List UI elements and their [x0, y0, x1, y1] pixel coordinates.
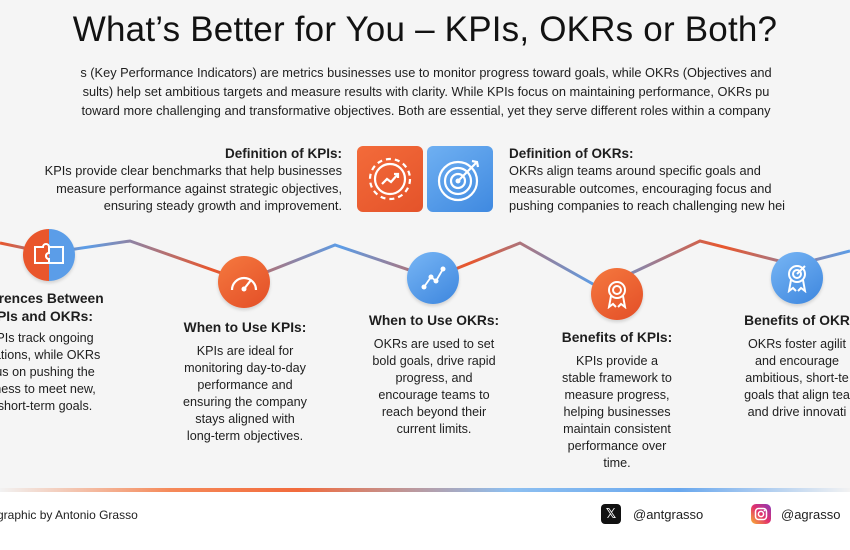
definition-kpis: Definition of KPIs: KPIs provide clear b… — [45, 146, 342, 215]
target-arrow-icon — [427, 146, 493, 212]
card-benefits-okrs: Benefits of OKR OKRs foster agilit and e… — [712, 312, 850, 421]
card-when-okrs-heading: When to Use OKRs: — [368, 313, 500, 328]
card-line: stable framework to — [562, 371, 672, 385]
card-line: goals that align tea — [744, 388, 850, 402]
gear-chart-icon — [357, 146, 423, 212]
card-line: long-term objectives. — [186, 429, 304, 443]
card-line: KPIs are ideal for — [196, 344, 294, 358]
card-line: us on pushing the — [0, 365, 95, 379]
page-title: What’s Better for You – KPIs, OKRs or Bo… — [72, 10, 778, 49]
instagram-handle: @agrasso — [781, 506, 841, 522]
definition-okrs-line: pushing companies to reach challenging n… — [509, 198, 786, 213]
instagram-handle-link[interactable]: @agrasso — [751, 504, 840, 524]
card-line: OKRs are used to set — [373, 337, 495, 351]
card-line: ambitious, short-te — [745, 371, 849, 385]
x-handle: @antgrasso — [633, 506, 704, 522]
gauge-icon — [218, 256, 270, 308]
network-path-icon — [407, 252, 459, 304]
footer: graphic by Antonio Grasso 𝕏 @antgrasso @… — [0, 488, 850, 550]
card-when-kpis-heading: When to Use KPIs: — [183, 320, 307, 335]
target-medal-icon — [771, 252, 823, 304]
card-line: encourage teams to — [378, 388, 490, 402]
definition-kpis-line: measure performance against strategic ob… — [56, 180, 342, 196]
definition-kpis-line: ensuring steady growth and improvement. — [103, 198, 342, 213]
card-line: rations, while OKRs — [0, 348, 101, 362]
card-line: stays aligned with — [195, 412, 295, 426]
intro-line: s (Key Performance Indicators) are metri… — [80, 65, 772, 80]
card-line: measure progress, — [564, 388, 670, 402]
x-logo-icon: 𝕏 — [601, 504, 621, 524]
card-line: bold goals, drive rapid — [372, 354, 496, 368]
card-line: performance over — [567, 439, 667, 453]
card-line: OKRs foster agilit — [748, 337, 846, 351]
definition-okrs-line: measurable outcomes, encouraging focus a… — [509, 180, 772, 196]
card-line: and encourage — [754, 354, 840, 368]
award-badge-icon — [591, 268, 643, 320]
card-line: time. — [603, 456, 631, 470]
definition-okrs: Definition of OKRs: OKRs align teams aro… — [509, 146, 785, 215]
card-line: progress, and — [395, 371, 473, 385]
card-benefits-kpis-heading: Benefits of KPIs: — [561, 330, 673, 345]
card-when-kpis: When to Use KPIs: KPIs are ideal for mon… — [145, 319, 345, 445]
intro-line: toward more challenging and transformati… — [81, 103, 771, 118]
footer-gradient-bar — [0, 488, 850, 492]
intro-line: sults) help set ambitious targets and me… — [82, 84, 770, 99]
card-differences-heading: PIs and OKRs: — [0, 309, 93, 324]
card-benefits-kpis: Benefits of KPIs: KPIs provide a stable … — [517, 329, 717, 472]
card-benefits-okrs-heading: Benefits of OKR — [744, 313, 850, 328]
card-line: ensuring the company — [183, 395, 307, 409]
card-line: helping businesses — [563, 405, 671, 419]
card-line: ness to meet new, — [0, 382, 96, 396]
card-line: and drive innovati — [747, 405, 847, 419]
footer-credit: graphic by Antonio Grasso — [0, 508, 138, 522]
card-line: short-term goals. — [0, 399, 93, 413]
definition-kpis-line: KPIs provide clear benchmarks that help … — [44, 163, 342, 178]
instagram-logo-icon — [751, 504, 771, 524]
x-handle-link[interactable]: 𝕏 @antgrasso — [601, 504, 703, 524]
card-when-okrs: When to Use OKRs: OKRs are used to set b… — [334, 312, 534, 438]
card-line: current limits. — [396, 422, 472, 436]
card-line: KPIs provide a — [576, 354, 658, 368]
card-line: PIs track ongoing — [0, 331, 94, 345]
card-line: reach beyond their — [381, 405, 487, 419]
definition-kpis-heading: Definition of KPIs: — [225, 146, 342, 161]
card-differences: ferences Between PIs and OKRs: PIs track… — [0, 290, 145, 415]
card-differences-heading: ferences Between — [0, 291, 104, 306]
card-line: performance and — [197, 378, 293, 392]
definition-okrs-line: OKRs align teams around specific goals a… — [509, 163, 761, 178]
intro-paragraph: s (Key Performance Indicators) are metri… — [0, 63, 850, 120]
card-line: maintain consistent — [563, 422, 671, 436]
puzzle-icon — [23, 229, 75, 281]
card-line: monitoring day-to-day — [184, 361, 306, 375]
definition-okrs-heading: Definition of OKRs: — [509, 146, 634, 161]
